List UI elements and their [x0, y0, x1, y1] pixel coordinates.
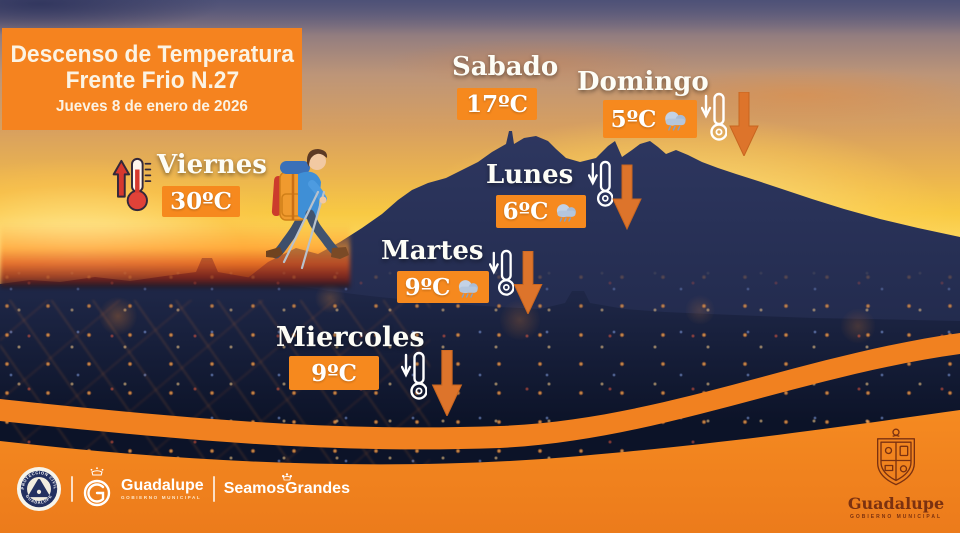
title-line2: Frente Frio N.27 — [65, 67, 239, 94]
down-arrow-icon — [427, 350, 467, 416]
temp-value-sabado: 17ºC — [466, 90, 528, 118]
guadalupe-gov-logo — [83, 467, 111, 507]
guadalupe-crest-block: Guadalupe GOBIERNO MUNICIPAL — [836, 428, 956, 520]
footer-divider — [212, 476, 215, 502]
temp-value-martes: 9ºC — [404, 273, 451, 301]
rain-cloud-icon — [553, 201, 579, 222]
proteccion-civil-logo: PROTECCIÓN CIVIL GUADALUPE — [16, 466, 62, 512]
rain-cloud-icon — [455, 277, 481, 298]
guadalupe-gov-text: Guadalupe GOBIERNO MUNICIPAL — [121, 477, 204, 501]
thermometer-down-icon — [588, 160, 613, 208]
temp-box-sabado: 17ºC — [457, 88, 537, 120]
temp-value-miercoles: 9ºC — [311, 359, 357, 387]
crown-icon — [281, 473, 293, 481]
temp-box-domingo: 5ºC — [603, 100, 697, 138]
title-banner: Descenso de Temperatura Frente Frio N.27… — [2, 28, 302, 130]
temp-box-lunes: 6ºC — [496, 195, 586, 228]
footer-logo-row: PROTECCIÓN CIVIL GUADALUPE Guadalupe GOB… — [16, 464, 350, 514]
guadalupe-crest-icon — [877, 428, 915, 486]
crest-name: Guadalupe — [847, 494, 945, 513]
day-label-martes: Martes — [381, 236, 484, 266]
down-arrow-icon — [612, 164, 642, 230]
day-label-lunes: Lunes — [486, 160, 574, 190]
temp-box-miercoles: 9ºC — [289, 356, 379, 390]
day-label-domingo: Domingo — [577, 67, 709, 97]
title-line1: Descenso de Temperatura — [10, 41, 294, 68]
down-arrow-icon — [513, 251, 543, 314]
thermometer-down-icon — [489, 249, 514, 297]
slogan-part2: Grandes — [285, 480, 350, 497]
temp-value-viernes: 30ºC — [170, 188, 232, 215]
gov-name: Guadalupe — [121, 477, 204, 494]
slogan-seamos-grandes: SeamosGrandes — [224, 480, 350, 498]
day-label-sabado: Sabado — [452, 52, 559, 82]
temp-value-domingo: 5ºC — [610, 105, 657, 133]
slogan-part1: Seamos — [223, 480, 286, 497]
hiker-illustration — [266, 149, 349, 270]
temp-box-martes: 9ºC — [397, 271, 489, 303]
date-text: Jueves 8 de enero de 2026 — [56, 98, 248, 115]
day-label-viernes: Viernes — [157, 150, 267, 180]
thermometer-up-icon — [110, 156, 154, 214]
crest-subtitle: GOBIERNO MUNICIPAL — [849, 514, 943, 520]
gov-subtitle: GOBIERNO MUNICIPAL — [121, 495, 202, 500]
down-arrow-icon — [728, 92, 760, 156]
day-label-miercoles: Miercoles — [276, 322, 425, 353]
rain-cloud-icon — [661, 108, 689, 131]
footer-divider — [71, 476, 73, 502]
temp-box-viernes: 30ºC — [162, 186, 240, 217]
temp-value-lunes: 6ºC — [502, 198, 549, 225]
thermometer-down-icon — [401, 350, 427, 402]
thermometer-down-icon — [701, 92, 727, 142]
